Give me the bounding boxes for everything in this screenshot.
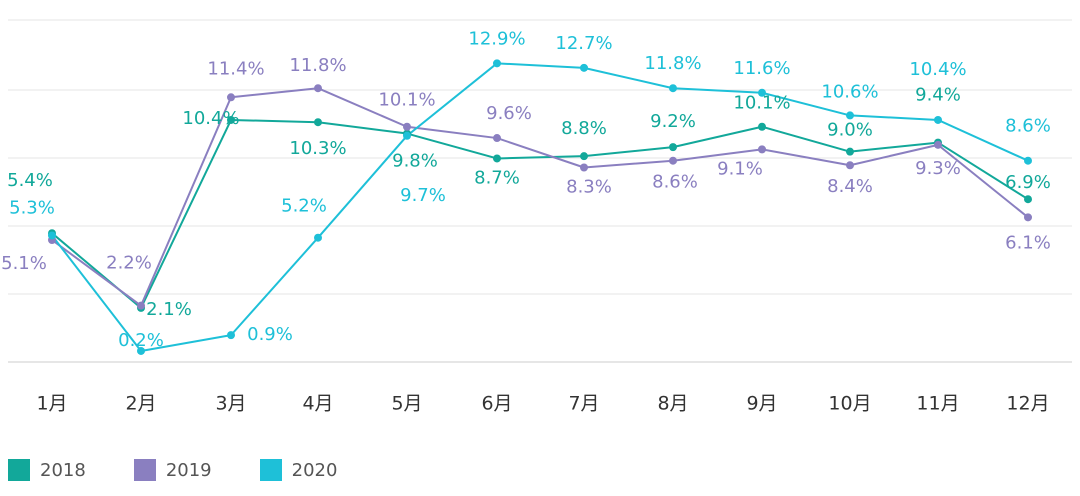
data-labels: 5.4% 2.1% 10.4% 10.3% 9.8% 8.7% 8.8% 9.2% 10.1% 9… xyxy=(1,28,1051,351)
data-label-2019-4: 11.8% xyxy=(289,55,346,76)
data-point-2018-8 xyxy=(669,143,677,152)
x-tick-label: 3月 xyxy=(215,393,246,415)
data-label-2018-7: 8.8% xyxy=(561,118,607,139)
data-label-2020-12: 8.6% xyxy=(1005,116,1051,137)
series-line-2019 xyxy=(51,87,1029,307)
data-point-2019-10 xyxy=(846,161,854,170)
x-tick-label: 2月 xyxy=(125,393,156,415)
data-label-2020-1: 5.3% xyxy=(9,197,55,218)
data-point-2020-10 xyxy=(846,111,854,120)
data-point-2018-6 xyxy=(493,154,501,163)
data-label-2018-2: 2.1% xyxy=(146,299,192,320)
data-label-2020-9: 11.6% xyxy=(733,58,790,79)
data-label-2020-3: 0.9% xyxy=(247,324,293,345)
x-tick-label: 1月 xyxy=(36,393,67,415)
data-label-2020-5: 9.7% xyxy=(400,185,446,206)
data-label-2019-2: 2.2% xyxy=(106,253,152,274)
data-label-2019-11: 9.3% xyxy=(915,158,961,179)
series-line-2018 xyxy=(51,118,1029,309)
data-label-2019-8: 8.6% xyxy=(652,172,698,193)
data-label-2020-6: 12.9% xyxy=(468,28,525,49)
x-tick-label: 5月 xyxy=(391,393,422,415)
x-tick-label: 6月 xyxy=(481,393,512,415)
data-label-2019-6: 9.6% xyxy=(486,103,532,124)
data-point-2020-5 xyxy=(403,131,411,140)
data-point-2018-9 xyxy=(758,122,766,131)
legend-swatch xyxy=(8,459,30,481)
data-label-2018-6: 8.7% xyxy=(474,167,520,188)
data-point-2019-8 xyxy=(669,156,677,165)
series-line-2020 xyxy=(51,62,1029,352)
data-point-2019-6 xyxy=(493,134,501,143)
data-label-2018-5: 9.8% xyxy=(392,151,438,172)
x-tick-label: 9月 xyxy=(746,393,777,415)
data-label-2020-8: 11.8% xyxy=(644,53,701,74)
data-label-2019-5: 10.1% xyxy=(378,90,435,111)
data-point-2020-11 xyxy=(934,115,942,124)
data-point-2020-1 xyxy=(48,231,56,240)
legend-label: 2018 xyxy=(40,459,86,481)
data-point-2018-4 xyxy=(314,118,322,127)
line-chart: 5.4% 2.1% 10.4% 10.3% 9.8% 8.7% 8.8% 9.2% 10.1% 9… xyxy=(1,19,1072,415)
data-point-2020-4 xyxy=(314,233,322,242)
data-label-2019-1: 5.1% xyxy=(1,253,47,274)
data-label-2020-4: 5.2% xyxy=(281,196,327,217)
legend-item-2018: 2018 xyxy=(8,459,86,481)
legend-item-2020: 2020 xyxy=(259,459,338,481)
x-tick-label: 12月 xyxy=(1006,393,1049,415)
legend: 2018 2019 2020 xyxy=(8,459,385,481)
data-label-2019-7: 8.3% xyxy=(566,177,612,198)
data-point-2020-12 xyxy=(1024,156,1032,165)
x-tick-label: 10月 xyxy=(828,393,871,415)
x-axis-tick-labels: 1月 2月 3月 4月 5月 6月 7月 8月 9月 10月 11月 12月 xyxy=(36,393,1049,415)
data-point-2018-10 xyxy=(846,147,854,156)
data-point-2019-2 xyxy=(137,301,145,310)
data-point-2018-3 xyxy=(227,115,235,124)
series-lines xyxy=(51,62,1029,352)
data-label-2018-3: 10.4% xyxy=(182,108,239,129)
data-label-2019-12: 6.1% xyxy=(1005,232,1051,253)
data-point-2020-8 xyxy=(669,84,677,93)
data-label-2020-11: 10.4% xyxy=(909,59,966,80)
data-point-2019-11 xyxy=(934,140,942,149)
data-point-2019-5 xyxy=(403,122,411,131)
legend-label: 2020 xyxy=(291,459,338,481)
data-label-2018-9: 10.1% xyxy=(733,93,790,114)
data-label-2019-3: 11.4% xyxy=(207,58,264,79)
data-label-2018-10: 9.0% xyxy=(827,120,873,141)
data-point-2020-6 xyxy=(493,59,501,68)
series-points xyxy=(48,59,1032,355)
x-tick-label: 11月 xyxy=(916,393,959,415)
x-tick-label: 7月 xyxy=(568,393,599,415)
data-point-2018-7 xyxy=(580,152,588,161)
data-point-2020-9 xyxy=(758,88,766,97)
data-point-2019-12 xyxy=(1024,213,1032,222)
data-label-2020-7: 12.7% xyxy=(555,33,612,54)
data-label-2020-2: 0.2% xyxy=(118,330,164,351)
data-point-2020-2 xyxy=(137,346,145,355)
data-label-2018-4: 10.3% xyxy=(289,138,346,159)
data-label-2019-9: 9.1% xyxy=(717,158,763,179)
data-point-2019-7 xyxy=(580,163,588,172)
data-label-2020-10: 10.6% xyxy=(821,81,878,102)
legend-swatch xyxy=(133,459,156,481)
data-label-2018-8: 9.2% xyxy=(650,111,696,132)
legend-item-2019: 2019 xyxy=(133,459,212,481)
data-point-2020-7 xyxy=(580,63,588,72)
x-tick-label: 4月 xyxy=(302,393,333,415)
data-label-2018-12: 6.9% xyxy=(1005,172,1051,193)
data-point-2018-12 xyxy=(1024,195,1032,204)
legend-label: 2019 xyxy=(165,459,212,481)
data-point-2019-4 xyxy=(314,84,322,93)
data-point-2019-9 xyxy=(758,145,766,154)
data-point-2020-3 xyxy=(227,331,235,340)
data-label-2019-10: 8.4% xyxy=(827,176,873,197)
legend-swatch xyxy=(259,459,282,481)
data-point-2019-3 xyxy=(227,93,235,102)
data-label-2018-1: 5.4% xyxy=(7,170,53,191)
x-tick-label: 8月 xyxy=(657,393,688,415)
data-label-2018-11: 9.4% xyxy=(915,85,961,106)
